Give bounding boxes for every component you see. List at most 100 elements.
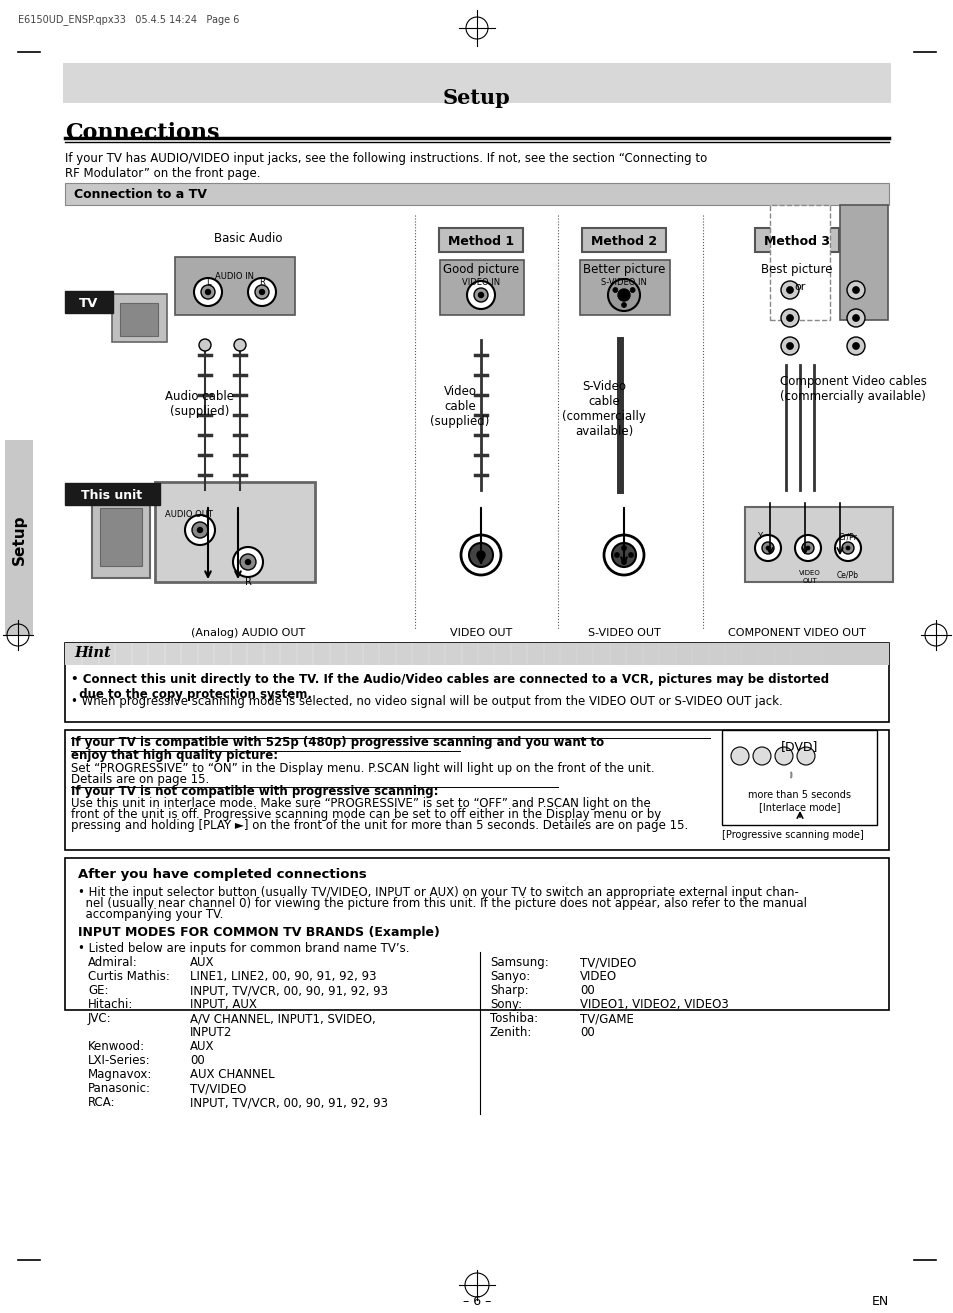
Text: GE:: GE: (88, 983, 109, 997)
Circle shape (765, 546, 769, 550)
Circle shape (233, 339, 246, 351)
Circle shape (620, 302, 626, 307)
Circle shape (796, 747, 814, 765)
Circle shape (469, 544, 493, 567)
Text: Connections: Connections (65, 122, 219, 144)
Bar (439, 260, 523, 315)
Circle shape (259, 289, 264, 294)
Circle shape (841, 542, 853, 554)
Text: Sharp:: Sharp: (490, 983, 528, 997)
Circle shape (618, 289, 629, 301)
Bar (114, 643, 132, 664)
Circle shape (852, 286, 859, 294)
Circle shape (846, 281, 864, 299)
Text: Panasonic:: Panasonic: (88, 1082, 151, 1095)
Circle shape (846, 337, 864, 355)
Circle shape (254, 285, 269, 299)
Text: • Listed below are inputs for common brand name TV’s.: • Listed below are inputs for common bra… (78, 941, 409, 955)
Circle shape (205, 289, 211, 294)
Circle shape (467, 281, 495, 309)
Text: Admiral:: Admiral: (88, 956, 137, 969)
Bar (295, 643, 314, 664)
Bar (526, 643, 544, 664)
Text: RCA:: RCA: (88, 1096, 115, 1109)
Circle shape (603, 534, 643, 575)
Bar (707, 643, 725, 664)
Bar (757, 643, 775, 664)
Circle shape (233, 548, 263, 576)
Bar (542, 643, 560, 664)
Text: Set “PROGRESSIVE” to “ON” in the Display menu. P.SCAN light will light up on the: Set “PROGRESSIVE” to “ON” in the Display… (71, 762, 654, 775)
Bar (443, 643, 462, 664)
Text: Zenith:: Zenith: (490, 1025, 532, 1039)
Text: • Hit the input selector button (usually TV/VIDEO, INPUT or AUX) on your TV to s: • Hit the input selector button (usually… (78, 886, 798, 899)
Circle shape (620, 545, 626, 550)
Text: INPUT, AUX: INPUT, AUX (190, 998, 256, 1011)
Bar (754, 228, 838, 252)
Bar (262, 643, 281, 664)
Bar (65, 210, 888, 635)
Text: Hitachi:: Hitachi: (88, 998, 133, 1011)
Text: 00: 00 (190, 1054, 205, 1067)
Text: VIDEO IN: VIDEO IN (461, 278, 499, 288)
Text: Setup: Setup (11, 515, 27, 566)
Bar (65, 643, 888, 664)
Bar (100, 508, 142, 566)
Text: After you have completed connections: After you have completed connections (78, 868, 366, 881)
Text: [DVD]: [DVD] (781, 741, 818, 752)
Bar (65, 730, 888, 850)
Bar (65, 643, 888, 722)
Circle shape (476, 551, 484, 559)
Text: AUX: AUX (190, 956, 214, 969)
Circle shape (801, 542, 813, 554)
Text: INPUT, TV/VCR, 00, 90, 91, 92, 93: INPUT, TV/VCR, 00, 90, 91, 92, 93 (190, 1096, 388, 1109)
Text: 00: 00 (579, 1025, 594, 1039)
Text: Best picture: Best picture (760, 263, 832, 276)
Circle shape (620, 559, 626, 565)
Bar (608, 643, 627, 664)
Bar (154, 482, 314, 582)
Bar (658, 643, 676, 664)
Text: LINE1, LINE2, 00, 90, 91, 92, 93: LINE1, LINE2, 00, 90, 91, 92, 93 (190, 970, 376, 983)
Text: E6150UD_ENSP.qpx33   05.4.5 14:24   Page 6: E6150UD_ENSP.qpx33 05.4.5 14:24 Page 6 (18, 14, 239, 25)
Bar (789, 643, 808, 664)
Circle shape (607, 278, 639, 311)
Circle shape (834, 534, 861, 561)
Circle shape (248, 278, 275, 306)
Bar (65, 291, 112, 312)
Text: – 6 –: – 6 – (462, 1295, 491, 1308)
Circle shape (474, 288, 488, 302)
Text: Setup: Setup (442, 88, 511, 108)
Text: S-Video
cable
(commercially
available): S-Video cable (commercially available) (561, 379, 645, 439)
Bar (624, 643, 643, 664)
Circle shape (852, 315, 859, 322)
Bar (579, 260, 669, 315)
Bar (65, 643, 84, 664)
Text: Better picture: Better picture (582, 263, 664, 276)
Text: Samsung:: Samsung: (490, 956, 548, 969)
Circle shape (240, 554, 255, 570)
Circle shape (785, 286, 793, 294)
Text: TV: TV (79, 297, 98, 310)
Bar (839, 643, 857, 664)
Text: Good picture: Good picture (442, 263, 518, 276)
Text: accompanying your TV.: accompanying your TV. (78, 909, 223, 920)
Bar (91, 498, 150, 578)
Circle shape (199, 339, 211, 351)
Bar (230, 643, 248, 664)
Bar (773, 643, 791, 664)
Text: OUT: OUT (801, 578, 817, 584)
Bar (744, 507, 892, 582)
Bar (855, 643, 874, 664)
Circle shape (628, 553, 633, 558)
Circle shape (478, 293, 483, 298)
Bar (131, 643, 150, 664)
Bar (427, 643, 446, 664)
Text: R: R (259, 278, 265, 288)
Text: TV/VIDEO: TV/VIDEO (579, 956, 636, 969)
Text: Kenwood:: Kenwood: (88, 1040, 145, 1053)
Text: If your TV is not compatible with progressive scanning:: If your TV is not compatible with progre… (71, 785, 438, 798)
Circle shape (781, 309, 799, 327)
Bar (345, 643, 363, 664)
Text: S-VIDEO OUT: S-VIDEO OUT (587, 628, 659, 638)
